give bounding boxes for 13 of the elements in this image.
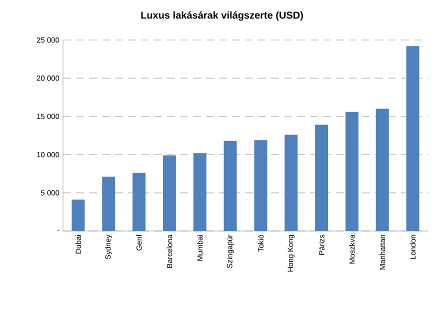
bar [102,176,116,231]
bar [224,140,237,231]
bar [132,172,146,231]
bar [406,46,420,231]
bar [315,124,328,231]
bar [345,112,358,231]
bar [193,153,206,231]
bar [162,155,176,231]
bar [254,140,268,231]
bar [284,134,298,231]
bar [376,108,389,231]
bar [72,200,85,231]
chart-title: Luxus lakásárak világszerte (USD) [141,11,303,21]
